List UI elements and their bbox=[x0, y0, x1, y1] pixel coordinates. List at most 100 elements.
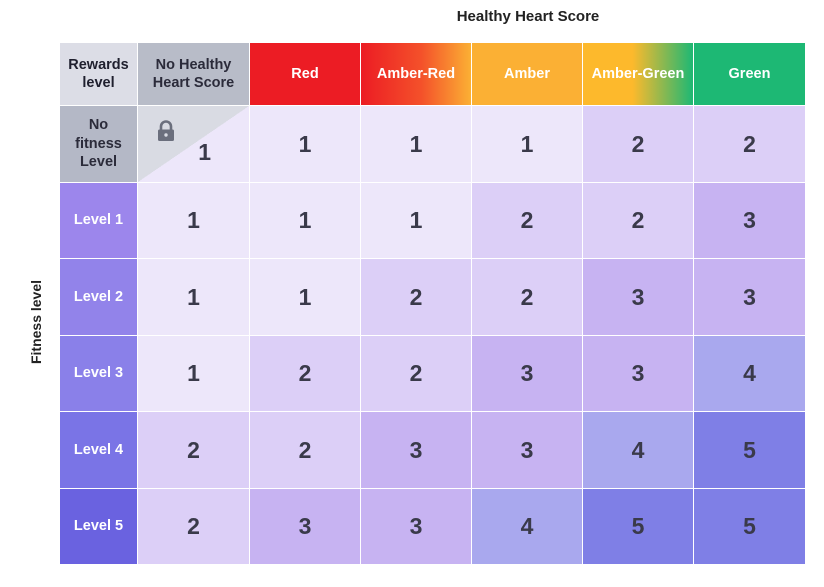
cell-value: 4 bbox=[631, 436, 645, 463]
cell-value: 1 bbox=[298, 130, 312, 157]
column-header-label: Amber-Green bbox=[591, 65, 685, 82]
heatmap-cell: 1 bbox=[250, 106, 361, 183]
heatmap-cell: 2 bbox=[472, 259, 583, 336]
heatmap-cell: 1 bbox=[361, 106, 472, 183]
cell-value: 3 bbox=[409, 436, 423, 463]
cell-value: 5 bbox=[631, 513, 645, 539]
cell-value: 3 bbox=[298, 513, 312, 539]
column-header: Amber-Red bbox=[361, 43, 472, 106]
heatmap-cell: 1 bbox=[138, 259, 250, 336]
cell-value: 1 bbox=[409, 207, 423, 233]
y-axis-label: Fitness level bbox=[28, 279, 44, 365]
cell-value: 2 bbox=[409, 360, 423, 386]
heatmap-cell: 3 bbox=[694, 259, 806, 336]
heatmap-cell: 1 bbox=[250, 259, 361, 336]
row-header-label: Level 3 bbox=[73, 365, 124, 382]
heatmap-cell: 1 bbox=[361, 183, 472, 259]
heatmap-cell: 3 bbox=[472, 412, 583, 489]
column-header: No Healthy Heart Score bbox=[138, 43, 250, 106]
column-header-label: Red bbox=[291, 65, 319, 82]
row-header: Level 5 bbox=[60, 489, 138, 565]
cell-value: 1 bbox=[298, 283, 312, 310]
heatmap-cell: 1 bbox=[138, 183, 250, 259]
cell-value: 1 bbox=[187, 283, 200, 310]
cell-value: 3 bbox=[520, 360, 534, 386]
chart-title: Healthy Heart Score bbox=[456, 8, 600, 25]
column-header: Amber-Green bbox=[583, 43, 694, 106]
cell-value: 5 bbox=[743, 513, 756, 539]
cell-value: 1 bbox=[520, 130, 534, 157]
cell-value: 2 bbox=[187, 436, 200, 463]
cell-value: 3 bbox=[631, 360, 645, 386]
cell-value: 1 bbox=[187, 207, 200, 233]
cell-value: 2 bbox=[520, 207, 534, 233]
cell-value: 1 bbox=[298, 207, 312, 233]
corner-header: Rewards level bbox=[60, 43, 138, 106]
row-header-label: Level 2 bbox=[73, 288, 124, 305]
row-header: No fitness Level bbox=[60, 106, 138, 183]
heatmap-cell: 4 bbox=[583, 412, 694, 489]
row-header: Level 2 bbox=[60, 259, 138, 336]
cell-value: 5 bbox=[743, 436, 756, 463]
cell-value: 4 bbox=[520, 513, 534, 539]
row-header: Level 1 bbox=[60, 183, 138, 259]
heatmap-cell: 2 bbox=[250, 336, 361, 412]
row-header-label: No fitness Level bbox=[75, 116, 122, 171]
column-header-label: Amber-Red bbox=[376, 65, 456, 82]
heatmap-cell: 2 bbox=[583, 183, 694, 259]
cell-value: 2 bbox=[298, 360, 312, 386]
heatmap-cell: 1 bbox=[138, 336, 250, 412]
heatmap-cell: 5 bbox=[694, 412, 806, 489]
cell-value: 3 bbox=[520, 436, 534, 463]
heatmap-cell: 2 bbox=[472, 183, 583, 259]
cell-value: 2 bbox=[187, 513, 200, 539]
heatmap-cell: 3 bbox=[361, 412, 472, 489]
heatmap-cell: 5 bbox=[694, 489, 806, 565]
column-header-label: Green bbox=[728, 65, 771, 82]
cell-value: 4 bbox=[743, 360, 756, 386]
heatmap-cell: 2 bbox=[361, 336, 472, 412]
heatmap-cell: 4 bbox=[472, 489, 583, 565]
row-header: Level 4 bbox=[60, 412, 138, 489]
cell-value: 1 bbox=[187, 360, 200, 386]
heatmap-cell: 3 bbox=[472, 336, 583, 412]
heatmap-cell: 1 bbox=[250, 183, 361, 259]
cell-value: 2 bbox=[298, 436, 312, 463]
column-header: Green bbox=[694, 43, 806, 106]
heatmap-cell: 1 bbox=[472, 106, 583, 183]
cell-value: 2 bbox=[631, 207, 645, 233]
column-header-label: No Healthy Heart Score bbox=[152, 56, 235, 91]
lock-icon bbox=[158, 120, 174, 141]
heatmap-cell: 2 bbox=[138, 412, 250, 489]
heatmap-grid: Rewards level No Healthy Heart Score Red Am… bbox=[60, 43, 806, 565]
heatmap-cell: 2 bbox=[694, 106, 806, 183]
heatmap-cell: 3 bbox=[694, 183, 806, 259]
heatmap-cell: 2 bbox=[361, 259, 472, 336]
heatmap-cell: 5 bbox=[583, 489, 694, 565]
cell-value: 3 bbox=[743, 283, 756, 310]
cell-value: 2 bbox=[409, 283, 423, 310]
cell-value: 3 bbox=[631, 283, 645, 310]
row-header-label: Level 1 bbox=[73, 212, 124, 229]
cell-value: 1 bbox=[198, 139, 211, 165]
heatmap-cell: 2 bbox=[138, 489, 250, 565]
column-header: Amber bbox=[472, 43, 583, 106]
cell-value: 3 bbox=[409, 513, 423, 539]
cell-value: 3 bbox=[743, 207, 756, 233]
heatmap-cell: 4 bbox=[694, 336, 806, 412]
heatmap-cell: 2 bbox=[250, 412, 361, 489]
row-header: Level 3 bbox=[60, 336, 138, 412]
cell-value: 2 bbox=[631, 130, 645, 157]
corner-label: Rewards level bbox=[68, 56, 129, 91]
cell-value: 2 bbox=[520, 283, 534, 310]
row-header-label: Level 5 bbox=[73, 518, 124, 535]
heatmap-cell: 3 bbox=[583, 259, 694, 336]
heatmap-cell: 3 bbox=[361, 489, 472, 565]
cell-value: 2 bbox=[743, 130, 756, 157]
heatmap-cell: 3 bbox=[250, 489, 361, 565]
heatmap-cell: 2 bbox=[583, 106, 694, 183]
column-header: Red bbox=[250, 43, 361, 106]
heatmap-cell: 1 bbox=[138, 106, 250, 183]
heatmap-cell: 3 bbox=[583, 336, 694, 412]
cell-value: 1 bbox=[409, 130, 423, 157]
